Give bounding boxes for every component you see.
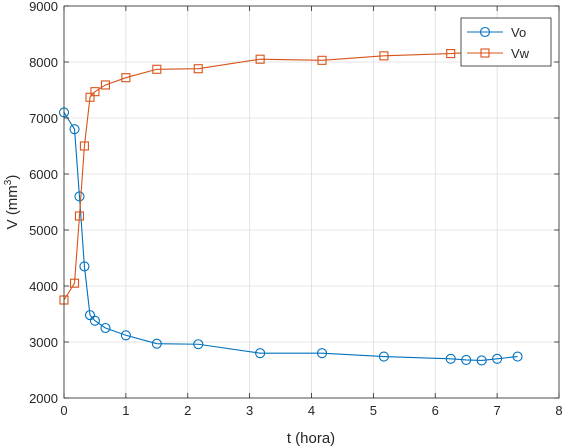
data-point-vw — [121, 73, 131, 83]
axis-ticks: 0 1 2 3 4 5 6 7 8 2000 3000 4000 5000 6000 7000 8000 900… — [29, 0, 563, 418]
y-tick-label: 6000 — [29, 167, 58, 182]
data-point-vw — [379, 51, 389, 61]
legend-label-vo: Vo — [511, 25, 526, 40]
x-tick-label: 3 — [246, 403, 253, 418]
data-point-vo — [512, 351, 523, 362]
data-point-vw — [74, 211, 85, 221]
x-tick-label: 8 — [555, 403, 562, 418]
y-tick-label: 2000 — [29, 391, 58, 406]
data-point-vo — [69, 124, 80, 135]
data-point-vw — [193, 64, 203, 74]
data-point-vw — [85, 92, 95, 102]
data-point-vo — [492, 353, 503, 364]
series-group — [58, 45, 523, 366]
y-axis-label: V (mm3) — [3, 175, 21, 230]
data-point-vw — [317, 55, 327, 65]
data-point-vw — [90, 87, 100, 97]
x-tick-label: 2 — [184, 403, 191, 418]
data-point-vo — [84, 310, 96, 321]
data-point-vw — [79, 141, 89, 151]
y-tick-label: 7000 — [29, 111, 58, 126]
y-tick-label: 8000 — [29, 55, 58, 70]
data-point-vw — [446, 49, 456, 59]
series-line-vw — [63, 49, 518, 301]
data-point-vo — [316, 348, 328, 359]
x-tick-label: 6 — [432, 403, 439, 418]
x-tick-label: 4 — [308, 403, 315, 418]
x-tick-label: 0 — [60, 403, 67, 418]
legend-item-vo: Vo — [467, 25, 526, 40]
data-point-vo — [445, 353, 456, 364]
data-point-vw — [69, 278, 80, 288]
data-point-vo — [151, 338, 162, 349]
y-axis-label-close: ) — [4, 175, 21, 180]
x-tick-label: 7 — [494, 403, 501, 418]
x-tick-label: 1 — [122, 403, 129, 418]
y-tick-label: 9000 — [29, 0, 58, 14]
data-point-vo — [79, 261, 90, 272]
data-point-vw — [100, 80, 111, 90]
data-point-vo — [461, 354, 472, 365]
legend-marker-vw — [480, 48, 490, 58]
series-vo — [58, 107, 523, 366]
legend-item-vw: Vw — [467, 46, 530, 61]
x-tick-label: 5 — [370, 403, 377, 418]
data-point-vo — [378, 351, 389, 362]
x-axis-label: t (hora) — [287, 430, 335, 447]
legend: Vo Vw — [460, 17, 552, 67]
data-point-vw — [152, 64, 162, 74]
data-point-vo — [74, 191, 85, 202]
data-point-vo — [120, 330, 131, 341]
y-tick-label: 5000 — [29, 223, 58, 238]
y-tick-label: 3000 — [29, 335, 58, 350]
data-point-vo — [255, 348, 266, 359]
data-point-vw — [255, 54, 265, 64]
data-point-vo — [193, 339, 204, 350]
data-point-vo — [476, 355, 487, 366]
legend-marker-vo — [479, 26, 491, 38]
legend-label-vw: Vw — [511, 46, 530, 61]
y-axis-label-base: V (mm — [4, 185, 21, 229]
legend-box — [460, 17, 552, 67]
data-point-vo — [100, 322, 111, 334]
series-line-vo — [63, 112, 518, 362]
y-tick-label: 4000 — [29, 279, 58, 294]
y-axis-label-superscript: 3 — [3, 179, 14, 185]
data-point-vo — [89, 315, 100, 326]
